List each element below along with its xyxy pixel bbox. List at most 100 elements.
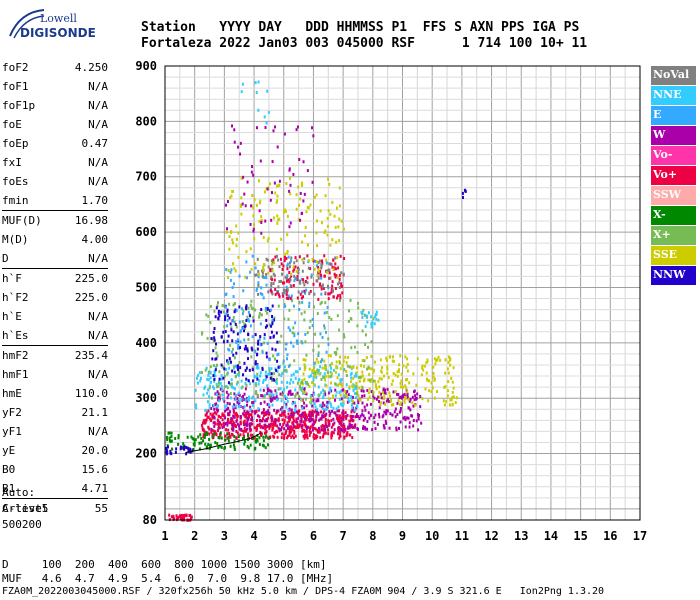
echo-point bbox=[346, 364, 349, 368]
echo-point bbox=[358, 375, 361, 379]
echo-point bbox=[296, 423, 299, 427]
echo-point bbox=[286, 288, 289, 292]
echo-point bbox=[336, 296, 339, 300]
echo-point bbox=[224, 422, 227, 426]
echo-point bbox=[182, 442, 185, 446]
echo-point bbox=[179, 447, 182, 451]
scaled-parameters: foF2 4.250 foF1 N/A foF1p N/A foE N/A foEp 0.47 fx… bbox=[2, 58, 108, 518]
echo-point bbox=[372, 392, 375, 396]
echo-point bbox=[301, 211, 304, 215]
echo-point bbox=[200, 423, 203, 427]
echo-point bbox=[338, 277, 341, 281]
echo-point bbox=[271, 191, 274, 195]
echo-point bbox=[301, 398, 304, 402]
echo-point bbox=[217, 419, 220, 423]
y-tick-label: 700 bbox=[135, 170, 157, 184]
echo-point bbox=[283, 427, 286, 431]
echo-point bbox=[333, 421, 336, 425]
echo-point bbox=[226, 401, 229, 405]
profile-trace bbox=[185, 432, 262, 453]
echo-point bbox=[282, 291, 285, 295]
echo-point bbox=[244, 204, 247, 208]
echo-point bbox=[205, 411, 208, 415]
echo-point bbox=[284, 347, 287, 351]
echo-point bbox=[264, 446, 267, 450]
echo-point bbox=[204, 432, 207, 436]
echo-point bbox=[288, 419, 291, 423]
echo-point bbox=[179, 445, 182, 449]
echo-point bbox=[368, 387, 371, 391]
echo-point bbox=[355, 381, 358, 385]
echo-point bbox=[351, 436, 354, 440]
echo-point bbox=[286, 214, 289, 218]
echo-point bbox=[332, 395, 335, 399]
echo-point bbox=[327, 297, 330, 301]
echo-point bbox=[249, 303, 252, 307]
echo-point bbox=[257, 393, 260, 397]
echo-point bbox=[256, 342, 259, 346]
echo-point bbox=[256, 377, 259, 381]
echo-point bbox=[325, 384, 328, 388]
echo-point bbox=[197, 435, 200, 439]
echo-point bbox=[311, 180, 314, 184]
echo-point bbox=[260, 419, 263, 423]
x-tick-label: 4 bbox=[250, 529, 257, 543]
echo-point bbox=[363, 405, 366, 409]
echo-point bbox=[287, 326, 290, 330]
echo-point bbox=[290, 392, 293, 396]
echo-point bbox=[373, 360, 376, 364]
echo-point bbox=[344, 389, 347, 393]
echo-point bbox=[285, 396, 288, 400]
echo-point bbox=[326, 284, 329, 288]
echo-point bbox=[234, 387, 237, 391]
echo-point bbox=[300, 183, 303, 187]
echo-point bbox=[311, 368, 314, 372]
echo-point bbox=[322, 414, 325, 418]
echo-point bbox=[403, 415, 406, 419]
echo-point bbox=[335, 206, 338, 210]
echo-point bbox=[246, 399, 249, 403]
echo-point bbox=[227, 381, 230, 385]
echo-point bbox=[371, 428, 374, 432]
param-name: MUF(D) bbox=[2, 214, 42, 227]
echo-point bbox=[333, 411, 336, 415]
echo-point bbox=[410, 414, 413, 418]
echo-point bbox=[304, 366, 307, 370]
echo-point bbox=[299, 191, 302, 195]
echo-point bbox=[242, 433, 245, 437]
echo-point bbox=[386, 371, 389, 375]
echo-point bbox=[224, 305, 227, 309]
echo-point bbox=[283, 317, 286, 321]
echo-point bbox=[361, 409, 364, 413]
echo-point bbox=[201, 421, 204, 425]
echo-point bbox=[256, 372, 259, 376]
echo-point bbox=[278, 183, 281, 187]
echo-point bbox=[374, 427, 377, 431]
echo-point bbox=[232, 303, 235, 307]
echo-point bbox=[354, 415, 357, 419]
echo-point bbox=[240, 90, 243, 94]
echo-point bbox=[233, 445, 236, 449]
echo-point bbox=[340, 422, 343, 426]
echo-point bbox=[374, 379, 377, 383]
echo-point bbox=[288, 433, 291, 437]
echo-point bbox=[259, 430, 262, 434]
echo-point bbox=[260, 433, 263, 437]
echo-point bbox=[353, 374, 356, 378]
echo-point bbox=[313, 195, 316, 199]
echo-point bbox=[335, 407, 338, 411]
echo-point bbox=[243, 338, 246, 342]
param-value: 20.0 bbox=[81, 444, 109, 457]
echo-point bbox=[332, 368, 335, 372]
echo-point bbox=[239, 433, 242, 437]
echo-point bbox=[266, 307, 269, 311]
echo-point bbox=[446, 394, 449, 398]
echo-point bbox=[223, 367, 226, 371]
echo-point bbox=[246, 418, 249, 422]
echo-point bbox=[219, 431, 222, 435]
echo-point bbox=[216, 390, 219, 394]
echo-point bbox=[202, 428, 205, 432]
echo-point bbox=[210, 430, 213, 434]
echo-point bbox=[217, 396, 220, 400]
echo-point bbox=[215, 306, 218, 310]
